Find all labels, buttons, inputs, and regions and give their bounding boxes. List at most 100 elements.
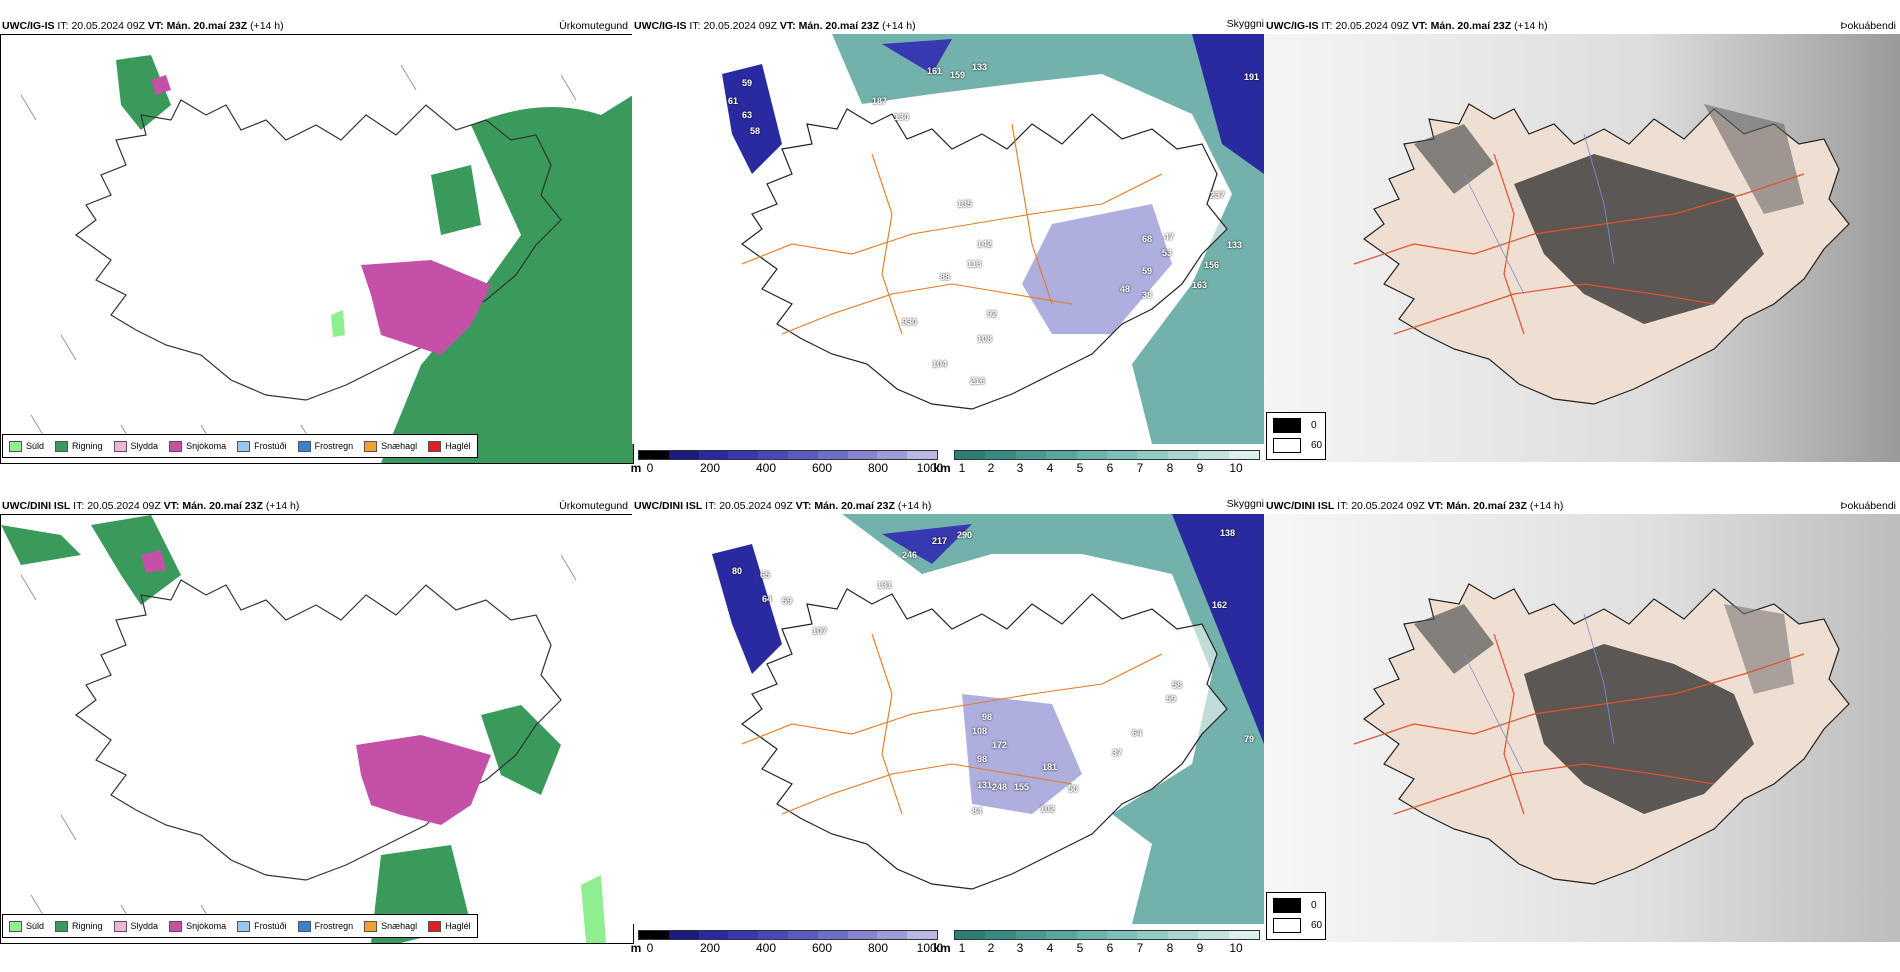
scale-tick: 4 [1046, 941, 1054, 955]
precip-map[interactable] [0, 34, 634, 464]
visibility-value: 98 [977, 754, 988, 764]
scale-tick: 7 [1136, 941, 1144, 955]
it-value: 20.05.2024 09Z [719, 500, 793, 512]
panel-title: Úrkomutegund [559, 500, 628, 512]
visibility-value: 61 [728, 96, 739, 106]
precip-type-panel-top: UWC/IG-IS IT: 20.05.2024 09Z VT: Mán. 20… [0, 14, 634, 492]
model-name: UWC/IG-IS [2, 20, 55, 32]
visibility-value: 135 [957, 199, 973, 209]
lead-time: (+14 h) [250, 20, 284, 32]
scale-tick: 400 [755, 941, 777, 955]
scale-tick: 800 [867, 461, 889, 475]
vt-value: Mán. 20.maí 23Z [1430, 20, 1512, 32]
lead-time: (+14 h) [1514, 20, 1548, 32]
scale-tick: 3 [1016, 941, 1024, 955]
visibility-value: 64 [1132, 728, 1143, 738]
visibility-value: 181 [1042, 762, 1058, 772]
visibility-map[interactable]: 80 65 64 59 131 107 217 290 246 138 98 1… [632, 514, 1264, 942]
precip-map[interactable] [0, 514, 634, 944]
visibility-value: 113 [967, 259, 982, 269]
scale-tick: 8 [1166, 461, 1174, 475]
scale-tick: 10 [1229, 461, 1243, 475]
legend-item: Frostregn [297, 440, 353, 452]
visibility-value: 156 [1204, 260, 1220, 270]
precip-type-legend: Súld Rigning Slydda Snjókoma Frostúði Fr… [2, 434, 478, 458]
visibility-panel-top: UWC/IG-IS IT: 20.05.2024 09Z VT: Mán. 20… [631, 14, 1264, 492]
scale-tick: 5 [1076, 941, 1084, 955]
visibility-value: 58 [1172, 680, 1183, 690]
legend-item: Snjókoma [169, 440, 226, 452]
panel-header: UWC/IG-IS IT: 20.05.2024 09Z VT: Mán. 20… [634, 20, 916, 32]
lead-time: (+14 h) [882, 20, 916, 32]
panel-header: UWC/IG-IS IT: 20.05.2024 09Z VT: Mán. 20… [2, 20, 284, 32]
it-value: 20.05.2024 09Z [71, 20, 145, 32]
visibility-value: 138 [1220, 528, 1236, 538]
lead-time: (+14 h) [1529, 500, 1564, 512]
precip-type-legend: Súld Rigning Slydda Snjókoma Frostúði Fr… [2, 914, 478, 938]
visibility-value: 187 [872, 96, 888, 106]
visibility-value: 92 [987, 309, 998, 319]
visibility-value: 163 [1192, 280, 1208, 290]
legend-item: Rigning [55, 440, 103, 452]
it-value: 20.05.2024 09Z [87, 500, 161, 512]
legend-item: Rigning [55, 920, 103, 932]
vt-label: VT: [163, 500, 180, 512]
visibility-value: 191 [1244, 72, 1260, 82]
scale-unit: km [933, 461, 951, 475]
legend-item: Snjókoma [169, 920, 226, 932]
scale-unit: km [933, 941, 951, 955]
panel-title: Skyggni [1226, 498, 1264, 510]
road-network [741, 123, 1163, 335]
visibility-value: 172 [992, 740, 1008, 750]
fog-panel-bottom: UWC/DINI ISL IT: 20.05.2024 09Z VT: Mán.… [1264, 494, 1900, 972]
model-name: UWC/DINI ISL [634, 500, 703, 512]
scale-tick: 200 [699, 941, 721, 955]
scale-tick: 1 [958, 941, 966, 955]
fog-map[interactable] [1264, 514, 1900, 942]
visibility-value: 217 [932, 536, 948, 546]
legend-item: Haglél [428, 440, 471, 452]
vt-label: VT: [779, 20, 796, 32]
vt-label: VT: [147, 20, 164, 32]
visibility-value: 47 [1164, 232, 1175, 242]
scale-tick: 5 [1076, 461, 1084, 475]
vt-value: Mán. 20.maí 23Z [1446, 500, 1527, 512]
scale-tick: 10 [1229, 941, 1243, 955]
cloud-base-colorbar [638, 930, 938, 940]
precip-type-panel-bottom: UWC/DINI ISL IT: 20.05.2024 09Z VT: Mán.… [0, 494, 634, 972]
scale-tick: 6 [1106, 461, 1114, 475]
lead-time: (+14 h) [897, 500, 932, 512]
fog-panel-top: UWC/IG-IS IT: 20.05.2024 09Z VT: Mán. 20… [1264, 14, 1900, 492]
legend-item: Snæhagl [364, 920, 417, 932]
visibility-colorbar [954, 930, 1260, 940]
visibility-value: 104 [932, 359, 948, 369]
panel-header: UWC/DINI ISL IT: 20.05.2024 09Z VT: Mán.… [634, 500, 931, 512]
vt-value: Mán. 20.maí 23Z [798, 20, 880, 32]
scale-tick: 4 [1046, 461, 1054, 475]
visibility-value: 59 [1142, 266, 1153, 276]
rivers [1463, 613, 1615, 775]
it-label: IT: [73, 500, 85, 512]
scale-unit: m [630, 461, 642, 475]
panel-header: UWC/DINI ISL IT: 20.05.2024 09Z VT: Mán.… [2, 500, 299, 512]
scale-tick: 8 [1166, 941, 1174, 955]
it-value: 20.05.2024 09Z [1335, 20, 1409, 32]
visibility-value: 37 [1112, 748, 1123, 758]
visibility-map[interactable]: 59 61 63 58 161 159 133 187 130 135 142 … [632, 34, 1264, 462]
panel-header: UWC/IG-IS IT: 20.05.2024 09Z VT: Mán. 20… [1266, 20, 1548, 32]
scale-tick: 9 [1196, 941, 1204, 955]
visibility-value: 84 [972, 806, 983, 816]
visibility-value: 50 [1068, 784, 1079, 794]
cloud-base-scale: m 0 200 400 600 800 1000 [631, 450, 943, 486]
visibility-value: 80 [732, 566, 743, 576]
fog-map[interactable] [1264, 34, 1900, 462]
panel-header: UWC/DINI ISL IT: 20.05.2024 09Z VT: Mán.… [1266, 500, 1563, 512]
visibility-value: 248 [992, 782, 1008, 792]
visibility-value: 59 [782, 596, 793, 606]
scale-tick: 0 [646, 461, 654, 475]
scale-tick: 200 [699, 461, 721, 475]
vt-label: VT: [1411, 20, 1428, 32]
it-label: IT: [689, 20, 701, 32]
legend-item: Frostúði [237, 920, 287, 932]
panel-title: Þokuábendi [1840, 500, 1896, 512]
